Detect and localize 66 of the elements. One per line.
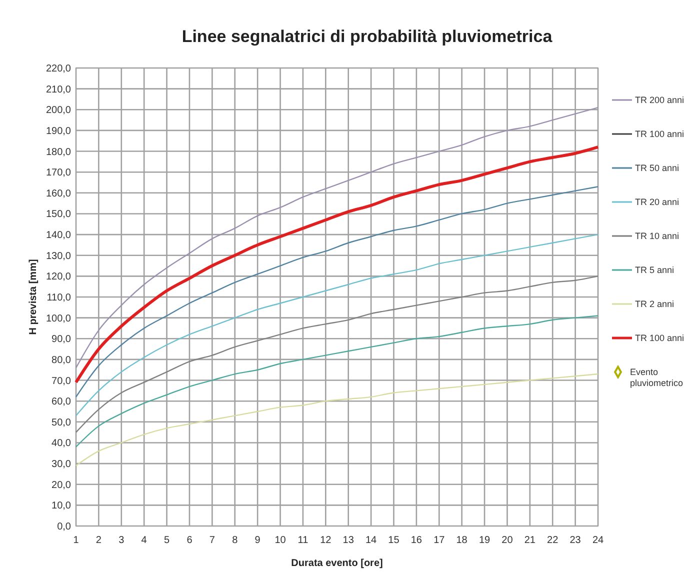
y-tick-label: 50,0 bbox=[52, 417, 72, 428]
x-tick-label: 7 bbox=[209, 535, 216, 546]
y-axis-title: H prevista [mm] bbox=[28, 259, 39, 335]
y-tick-label: 190,0 bbox=[46, 126, 72, 137]
legend-label: Evento pluviometrico bbox=[630, 367, 684, 388]
legend-label: TR 5 anni bbox=[635, 265, 674, 276]
y-tick-label: 170,0 bbox=[46, 168, 72, 179]
x-tick-label: 18 bbox=[456, 535, 468, 546]
line-series bbox=[75, 373, 599, 466]
x-tick-label: 19 bbox=[478, 535, 491, 546]
y-tick-label: 130,0 bbox=[46, 250, 72, 262]
x-tick-label: 5 bbox=[164, 535, 170, 546]
y-tick-label: 10,0 bbox=[52, 500, 72, 512]
y-tick-label: 80,0 bbox=[52, 354, 72, 366]
x-tick-label: 23 bbox=[570, 535, 582, 546]
x-tick-label: 15 bbox=[388, 535, 400, 546]
x-tick-label: 2 bbox=[96, 535, 102, 546]
y-tick-label: 20,0 bbox=[52, 480, 72, 491]
y-tick-label: 100,0 bbox=[46, 313, 72, 324]
legend-label: TR 20 anni bbox=[635, 197, 680, 208]
x-tick-label: 14 bbox=[365, 535, 378, 546]
x-tick-label: 10 bbox=[274, 535, 286, 546]
x-tick-label: 22 bbox=[547, 535, 559, 546]
y-tick-label: 200,0 bbox=[46, 105, 72, 116]
x-axis-title: Durata evento [ore] bbox=[291, 558, 383, 569]
line-series bbox=[75, 315, 599, 448]
x-tick-label: 16 bbox=[410, 535, 422, 546]
legend-label: TR 100 anni bbox=[635, 333, 684, 344]
x-tick-label: 4 bbox=[141, 535, 148, 546]
line-series bbox=[74, 146, 600, 384]
y-tick-label: 180,0 bbox=[46, 146, 72, 158]
legend-label: TR 50 anni bbox=[635, 163, 680, 174]
line-series bbox=[75, 234, 599, 416]
legend-label: TR 10 anni bbox=[635, 231, 680, 242]
x-tick-label: 17 bbox=[434, 535, 446, 546]
line-series bbox=[75, 186, 599, 398]
x-tick-label: 6 bbox=[186, 535, 193, 546]
line-series bbox=[75, 276, 599, 433]
legend-label: TR 100 anni bbox=[635, 129, 684, 140]
x-tick-label: 24 bbox=[592, 535, 604, 546]
x-tick-label: 21 bbox=[524, 535, 536, 546]
x-tick-label: 11 bbox=[298, 535, 309, 546]
y-tick-label: 220,0 bbox=[46, 64, 72, 74]
x-tick-label: 9 bbox=[254, 535, 261, 546]
y-tick-label: 60,0 bbox=[52, 396, 72, 408]
y-tick-label: 30,0 bbox=[52, 459, 72, 470]
y-tick-label: 160,0 bbox=[46, 188, 72, 200]
legend-label: TR 200 anni bbox=[635, 95, 684, 106]
chart-title: Linee segnalatrici di probabilità pluviometrica bbox=[182, 27, 553, 46]
y-tick-label: 120,0 bbox=[46, 272, 72, 283]
y-tick-label: 140,0 bbox=[46, 230, 72, 242]
x-tick-label: 3 bbox=[118, 535, 125, 546]
y-tick-label: 110,0 bbox=[46, 292, 72, 304]
x-tick-label: 20 bbox=[502, 535, 514, 546]
y-tick-label: 150,0 bbox=[46, 209, 72, 220]
y-tick-label: 210,0 bbox=[46, 84, 72, 96]
y-tick-label: 90,0 bbox=[52, 334, 72, 346]
x-tick-label: 12 bbox=[320, 535, 332, 546]
y-tick-label: 0,0 bbox=[57, 522, 72, 532]
line-series bbox=[75, 106, 599, 368]
x-tick-label: 8 bbox=[232, 535, 238, 546]
x-tick-label: 13 bbox=[342, 535, 354, 546]
legend-label: TR 2 anni bbox=[635, 299, 674, 310]
y-tick-label: 40,0 bbox=[52, 438, 72, 450]
x-tick-label: 1 bbox=[73, 535, 80, 546]
y-tick-label: 70,0 bbox=[52, 376, 72, 387]
